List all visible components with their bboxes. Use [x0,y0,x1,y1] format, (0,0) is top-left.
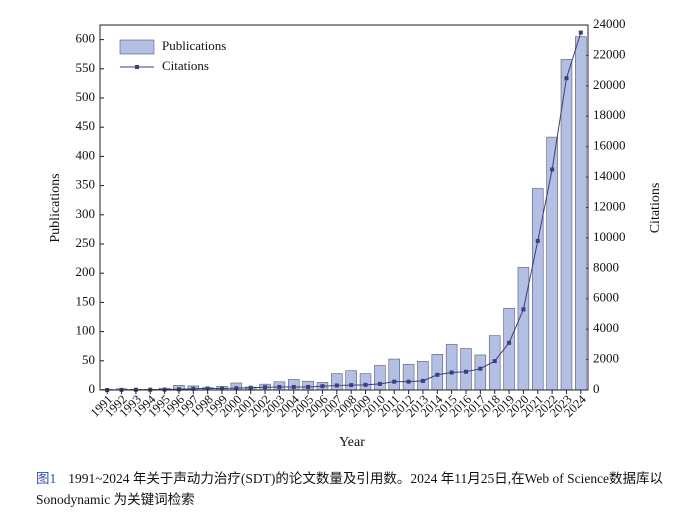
citation-marker [478,366,483,371]
y-tick-label: 0 [89,381,96,396]
legend-label: Publications [162,38,226,53]
y2-tick-label: 8000 [593,259,619,274]
y-tick-label: 200 [76,264,96,279]
citation-marker [349,383,354,388]
y2-tick-label: 22000 [593,46,626,61]
y-axis-title: Publications [48,173,63,242]
citation-marker [334,383,339,388]
citation-marker [406,379,411,384]
citation-marker [507,340,512,345]
bar [546,136,558,391]
y-tick-label: 350 [76,177,96,192]
citation-marker [464,369,468,374]
bar [503,307,515,391]
citation-marker [550,167,555,172]
y-tick-label: 100 [76,323,96,338]
citation-marker [205,386,210,391]
bar [417,361,429,391]
y-tick-label: 400 [76,147,96,162]
citation-marker [248,385,253,390]
bar [517,267,530,391]
y-tick-label: 250 [76,235,96,250]
y2-tick-label: 6000 [593,290,619,305]
bar [532,188,544,391]
y-tick-label: 50 [82,352,95,367]
caption-label: 图1 [36,471,57,486]
citation-marker [377,381,382,386]
y2-tick-label: 4000 [593,320,619,335]
bar [431,354,444,391]
citation-marker [176,387,181,392]
y2-tick-label: 2000 [593,351,619,366]
legend-label: Citations [162,58,209,73]
y-tick-label: 550 [76,60,96,75]
citation-marker [306,384,311,389]
y2-tick-label: 18000 [593,107,626,122]
citation-marker [492,359,497,364]
legend-marker [135,65,139,69]
citation-marker [578,30,583,35]
citation-line [107,32,582,391]
y2-axis-title: Citations [648,183,663,234]
citation-marker [234,386,239,391]
citation-marker [220,386,224,391]
y-tick-label: 300 [76,206,96,221]
citation-marker [363,382,368,387]
bar [402,364,415,391]
y-tick-label: 500 [76,89,96,104]
citation-marker [291,384,296,389]
plot-frame [99,24,589,391]
y2-tick-label: 16000 [593,138,626,153]
legend-swatch [119,39,155,55]
bar [460,348,472,391]
y2-tick-label: 20000 [593,77,626,92]
caption: 图1 1991~2024 年关于声动力治疗(SDT)的论文数量及引用数。2024 … [36,468,681,510]
y2-tick-label: 10000 [593,229,626,244]
citation-marker [263,385,268,390]
y-tick-label: 450 [76,118,96,133]
citation-marker [191,386,196,391]
bar [374,365,386,391]
bar [474,354,487,391]
y2-tick-label: 24000 [593,16,626,31]
bar [388,358,400,391]
bar [331,373,343,391]
citation-marker [277,384,282,389]
y2-tick-label: 12000 [593,198,626,213]
bar [445,344,458,391]
citation-marker [535,238,540,243]
y2-tick-label: 0 [593,381,600,396]
citation-marker [564,76,569,81]
bar [359,373,372,391]
bar [560,59,573,391]
caption-text: 1991~2024 年关于声动力治疗(SDT)的论文数量及引用数。2024 年1… [36,471,664,507]
citation-marker [320,384,325,389]
citation-marker [449,370,454,375]
citation-marker [420,378,425,383]
y-tick-label: 600 [76,31,96,46]
bar [575,36,587,391]
x-axis-title: Year [339,435,365,450]
citation-marker [392,379,397,384]
y-tick-label: 150 [76,293,96,308]
y2-tick-label: 14000 [593,168,626,183]
citation-marker [521,307,526,312]
citation-marker [435,372,440,377]
chart: Year Publications Citations 0 50 100 150 200… [48,16,663,450]
